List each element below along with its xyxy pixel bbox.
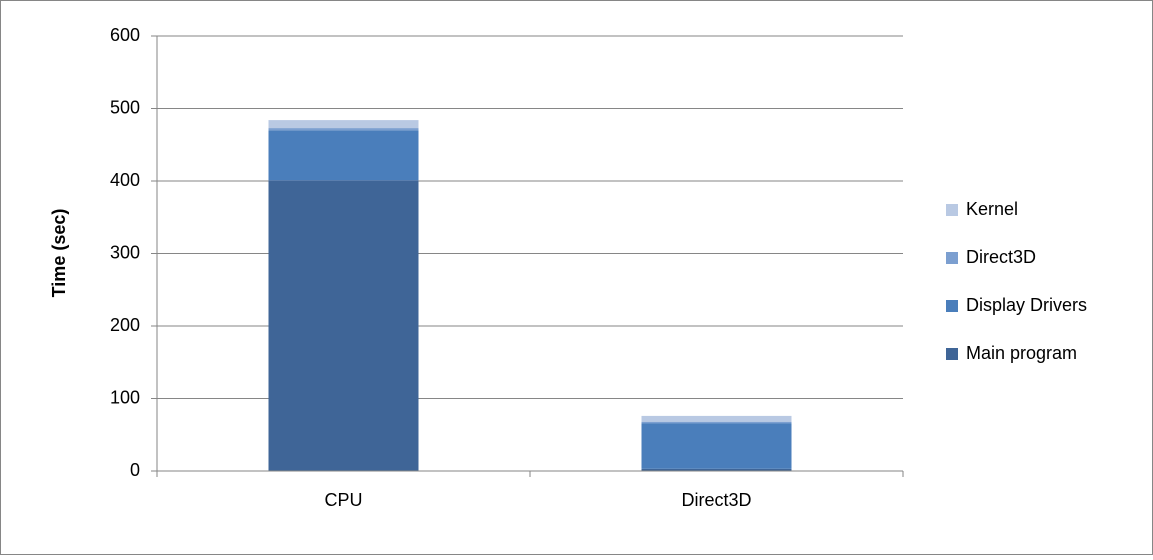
y-tick-label: 0 xyxy=(130,460,140,480)
y-tick-label: 600 xyxy=(110,25,140,45)
bar-segment xyxy=(641,468,792,471)
legend-label: Direct3D xyxy=(966,247,1036,267)
y-axis-title: Time (sec) xyxy=(49,209,69,298)
bar-segment xyxy=(641,423,792,469)
y-tick-label: 500 xyxy=(110,97,140,117)
legend-label: Main program xyxy=(966,343,1077,363)
legend-swatch xyxy=(946,204,958,216)
x-tick-label: CPU xyxy=(324,490,362,510)
legend-swatch xyxy=(946,348,958,360)
legend-swatch xyxy=(946,252,958,264)
y-tick-label: 300 xyxy=(110,242,140,262)
bar-segment xyxy=(641,421,792,424)
y-tick-label: 200 xyxy=(110,315,140,335)
legend-label: Display Drivers xyxy=(966,295,1087,315)
legend-swatch xyxy=(946,300,958,312)
bar-segment xyxy=(641,415,792,422)
bar-segment xyxy=(268,120,419,129)
y-tick-label: 400 xyxy=(110,170,140,190)
x-tick-label: Direct3D xyxy=(681,490,751,510)
bar-segment xyxy=(268,128,419,131)
y-tick-label: 100 xyxy=(110,387,140,407)
bar-segment xyxy=(268,180,419,471)
legend-label: Kernel xyxy=(966,199,1018,219)
bar-segment xyxy=(268,130,419,181)
